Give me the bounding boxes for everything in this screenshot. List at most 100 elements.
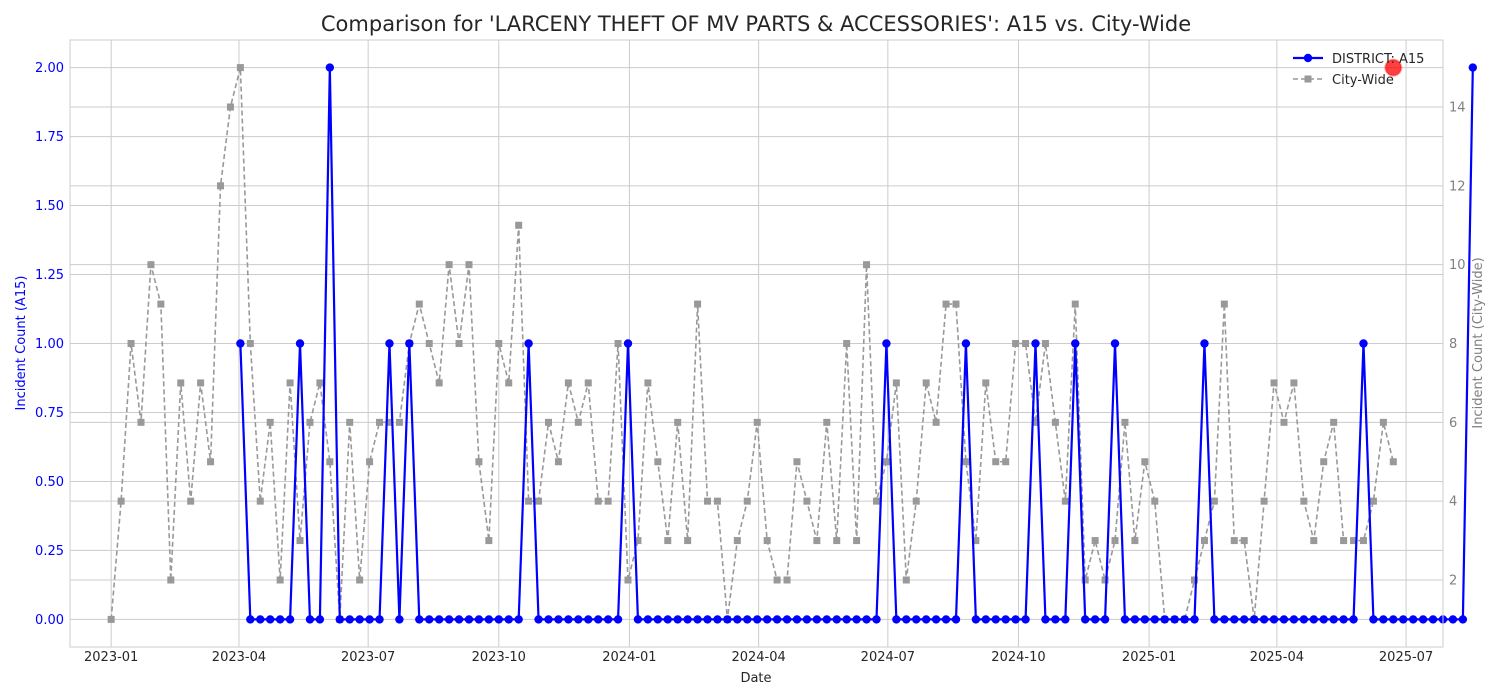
- city-wide-point: [594, 497, 602, 505]
- city-wide-point: [1240, 537, 1248, 545]
- city-wide-point: [962, 458, 970, 466]
- district-point: [832, 615, 841, 624]
- district-point: [762, 615, 772, 624]
- city-wide-point: [187, 497, 195, 505]
- city-wide-point: [157, 300, 165, 308]
- district-point: [772, 615, 782, 624]
- city-wide-point: [1022, 340, 1030, 347]
- x-axis-ticks: 2023-01 2023-04 2023-07 2023-10 2024-01 2024-…: [84, 650, 1433, 665]
- city-wide-point: [882, 458, 890, 466]
- district-point: [941, 615, 951, 624]
- city-wide-point: [455, 340, 463, 347]
- district-point: [1230, 615, 1239, 624]
- city-wide-point: [554, 458, 562, 466]
- city-wide-point: [1002, 458, 1010, 466]
- city-wide-point: [236, 64, 244, 72]
- district-point: [325, 63, 335, 72]
- city-wide-point: [1200, 537, 1208, 545]
- district-point: [1041, 615, 1050, 624]
- district-point: [395, 615, 404, 624]
- district-point: [246, 615, 255, 624]
- city-wide-point: [177, 379, 185, 387]
- district-point: [1090, 615, 1100, 624]
- city-wide-point: [1111, 537, 1119, 545]
- district-point: [1389, 615, 1398, 624]
- district-point: [1428, 615, 1438, 624]
- district-point: [743, 615, 752, 624]
- city-wide-point: [366, 458, 374, 466]
- city-wide-point: [1210, 497, 1218, 505]
- legend-district-label: DISTRICT: A15: [1332, 52, 1424, 67]
- y-right-tick-label: 14: [1449, 101, 1466, 116]
- city-wide-point: [1071, 300, 1079, 308]
- city-wide-point: [952, 300, 960, 308]
- city-wide-point: [266, 418, 274, 426]
- city-wide-point: [217, 182, 225, 190]
- district-point: [951, 615, 961, 624]
- district-point: [375, 615, 384, 624]
- city-wide-point: [127, 340, 135, 347]
- city-wide-point: [376, 418, 384, 426]
- city-wide-point: [902, 576, 910, 584]
- district-point: [474, 615, 484, 624]
- city-wide-point: [346, 418, 354, 426]
- district-point: [1160, 615, 1169, 624]
- city-wide-point: [1041, 340, 1049, 347]
- district-point: [653, 615, 663, 624]
- city-wide-point: [385, 418, 393, 426]
- y-axis-right-ticks: 2 4 6 8 10 12 14: [1449, 101, 1466, 589]
- city-wide-point: [1379, 418, 1387, 426]
- city-wide-point: [614, 340, 622, 347]
- district-point: [822, 615, 831, 624]
- y-right-tick-label: 4: [1449, 495, 1457, 510]
- district-point: [355, 615, 364, 624]
- city-wide-point: [197, 379, 205, 387]
- y-left-tick-label: 0.00: [35, 613, 64, 628]
- city-wide-point: [1320, 458, 1328, 466]
- district-point: [1110, 339, 1120, 348]
- district-point: [1299, 615, 1309, 624]
- city-wide-point: [1091, 537, 1099, 545]
- city-wide-point: [465, 261, 473, 269]
- district-point: [1399, 615, 1408, 624]
- district-point: [912, 615, 921, 624]
- district-point: [892, 615, 901, 624]
- district-point: [1031, 339, 1040, 348]
- y-left-tick-label: 0.25: [35, 544, 64, 559]
- district-point: [713, 615, 722, 624]
- district-point: [1359, 339, 1368, 348]
- district-point: [1379, 615, 1388, 624]
- district-point: [1140, 615, 1150, 624]
- district-point: [1200, 339, 1209, 348]
- district-point: [1190, 615, 1199, 624]
- city-wide-point: [1330, 418, 1338, 426]
- district-point: [315, 615, 325, 624]
- city-wide-point: [624, 576, 632, 584]
- district-point: [782, 615, 792, 624]
- district-point: [574, 615, 583, 624]
- legend-city-label: City-Wide: [1332, 73, 1394, 88]
- district-point: [1319, 615, 1328, 624]
- y-right-tick-label: 2: [1449, 573, 1457, 588]
- y-right-tick-label: 10: [1449, 258, 1466, 273]
- x-tick-label: 2024-07: [861, 650, 915, 665]
- district-point: [961, 339, 971, 348]
- district-point: [703, 615, 712, 624]
- city-wide-point: [922, 379, 930, 387]
- city-wide-point: [544, 418, 552, 426]
- city-wide-point: [1191, 576, 1199, 584]
- district-point: [584, 615, 593, 624]
- district-point: [921, 615, 931, 624]
- city-wide-point: [306, 418, 314, 426]
- city-wide-point: [1359, 537, 1367, 545]
- y-right-tick-label: 8: [1449, 337, 1457, 352]
- city-wide-point: [1032, 418, 1040, 426]
- y-axis-left-ticks: 0.00 0.25 0.50 0.75 1.00 1.25 1.50 1.75 2.00: [35, 61, 64, 628]
- y-left-tick-label: 2.00: [35, 61, 64, 76]
- district-point: [753, 615, 762, 624]
- district-point: [1001, 615, 1010, 624]
- city-wide-point: [485, 537, 493, 545]
- city-wide-point: [1260, 497, 1268, 505]
- district-point: [464, 615, 474, 624]
